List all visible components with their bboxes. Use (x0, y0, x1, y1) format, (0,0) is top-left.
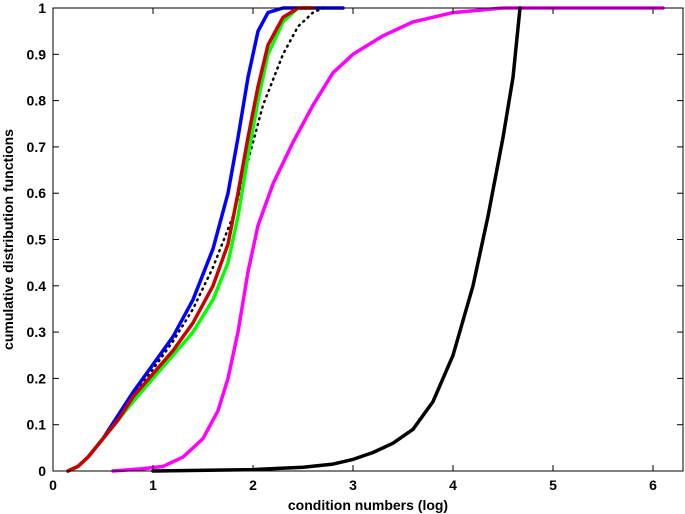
y-tick-label: 0.3 (27, 324, 47, 340)
x-tick-label: 4 (449, 477, 457, 493)
y-tick-label: 0.4 (27, 278, 47, 294)
series-line-1 (66, 6, 345, 473)
series-line-4 (66, 6, 315, 473)
x-tick-label: 5 (549, 477, 557, 493)
series-line-3 (66, 6, 315, 473)
x-tick-label: 0 (49, 477, 57, 493)
series-line-5 (111, 6, 665, 473)
axes-box (52, 7, 684, 472)
plot-area (66, 6, 665, 473)
y-axis-label: cumulative distribution functions (0, 129, 16, 350)
y-tick-label: 0 (38, 463, 46, 479)
x-tick-label: 3 (349, 477, 357, 493)
y-tick-label: 1 (38, 0, 46, 16)
y-tick-label: 0.5 (27, 232, 47, 248)
y-tick-label: 0.7 (27, 139, 47, 155)
y-tick-label: 0.1 (27, 417, 47, 433)
x-tick-label: 6 (649, 477, 657, 493)
axes: 0 1 2 3 4 5 6 0 0.1 0.2 0.3 0.4 0.5 0.6 0.7 0.8 0.9 1 (27, 0, 684, 493)
y-tick-label: 0.9 (27, 46, 47, 62)
y-tick-label: 0.8 (27, 93, 47, 109)
y-tick-label: 0.6 (27, 185, 47, 201)
series-line-6 (151, 6, 522, 473)
series-line-2 (66, 6, 325, 473)
x-tick-label: 2 (249, 477, 257, 493)
x-tick-label: 1 (149, 477, 157, 493)
y-tick-label: 0.2 (27, 370, 47, 386)
x-axis-label: condition numbers (log) (288, 497, 448, 513)
